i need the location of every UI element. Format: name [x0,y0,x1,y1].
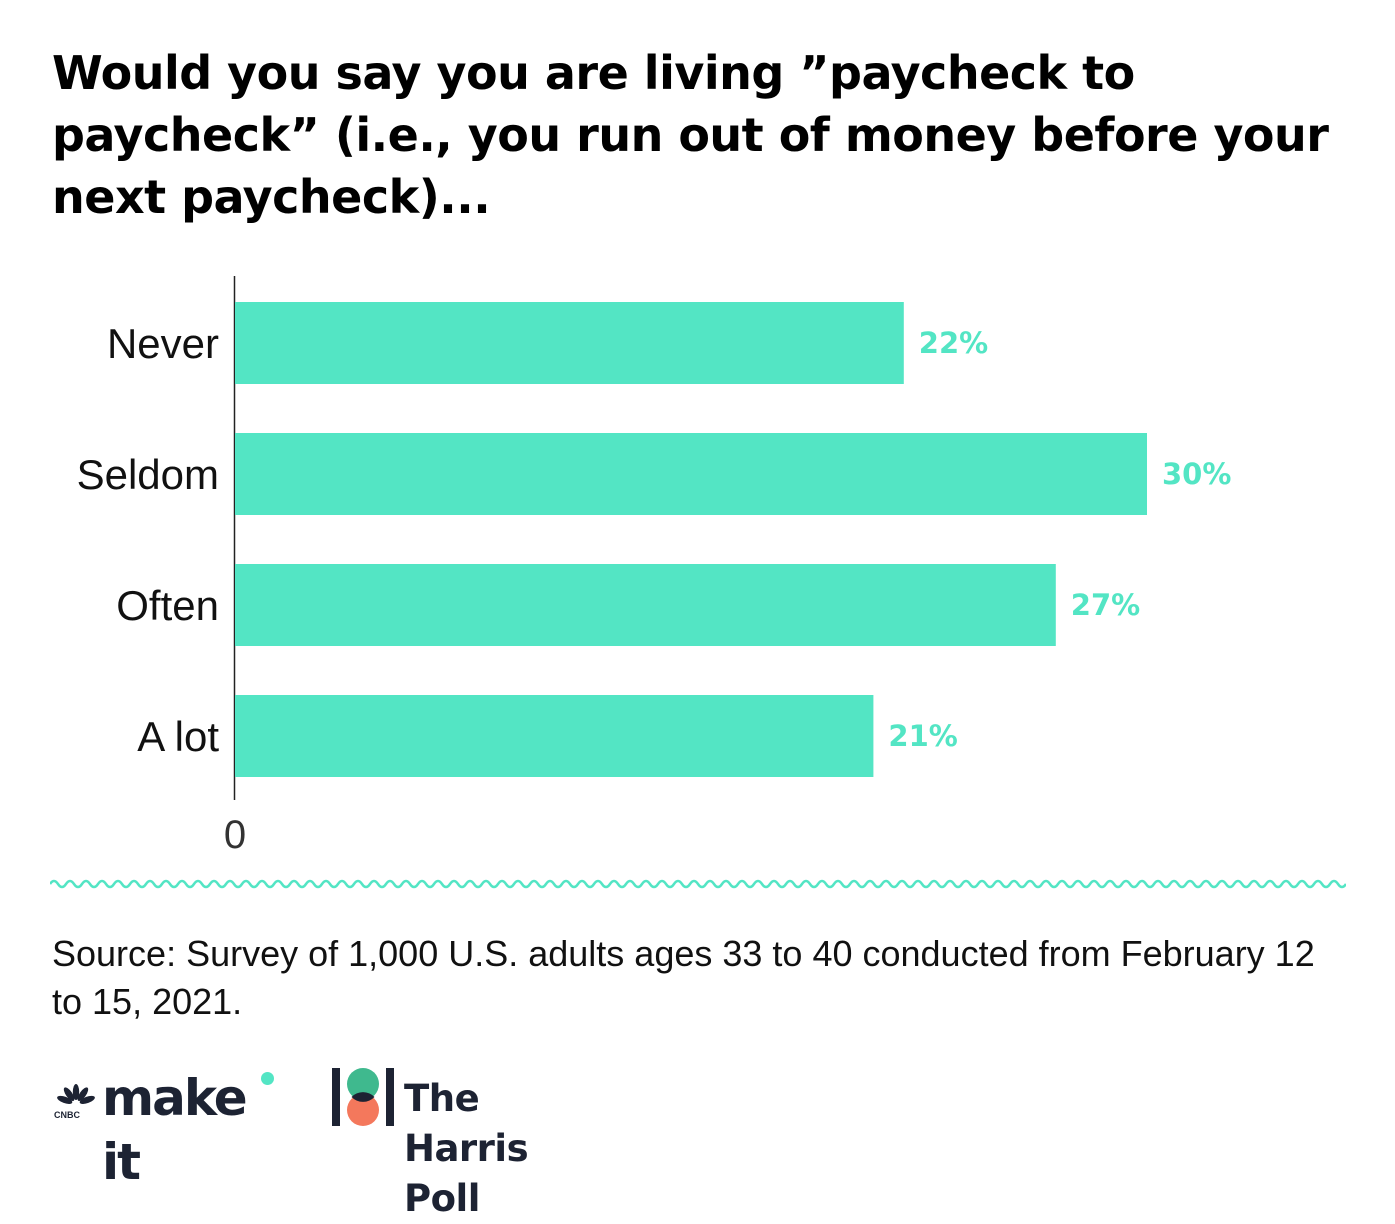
bar-chart: Never 22% Seldom 30% Often 27% A lot 21% 0 [77,276,1231,857]
source-note: Source: Survey of 1,000 U.S. adults ages… [52,933,1315,1022]
chart-title: Would you say you are living ”paycheck t… [52,46,1329,224]
value-label: 22% [919,326,988,360]
value-label: 30% [1162,457,1231,491]
category-label: A lot [137,713,219,760]
bar-a-lot [235,695,874,777]
bar-never [235,302,904,384]
harris-poll-wordmark: The Harris Poll [404,1077,529,1220]
make-it-dot [261,1072,274,1085]
category-label: Often [116,582,219,629]
bar-often [235,564,1056,646]
make-it-wordmark: make it [102,1069,248,1191]
harris-poll-icon [332,1068,394,1126]
bar-seldom [235,433,1147,515]
value-label: 21% [888,719,957,753]
category-label: Never [107,320,219,367]
x-tick-label: 0 [224,813,246,857]
peacock-icon [57,1084,95,1104]
value-label: 27% [1071,588,1140,622]
cnbc-wordmark: CNBC [54,1110,80,1120]
wave-divider [50,879,1346,889]
category-label: Seldom [77,451,219,498]
